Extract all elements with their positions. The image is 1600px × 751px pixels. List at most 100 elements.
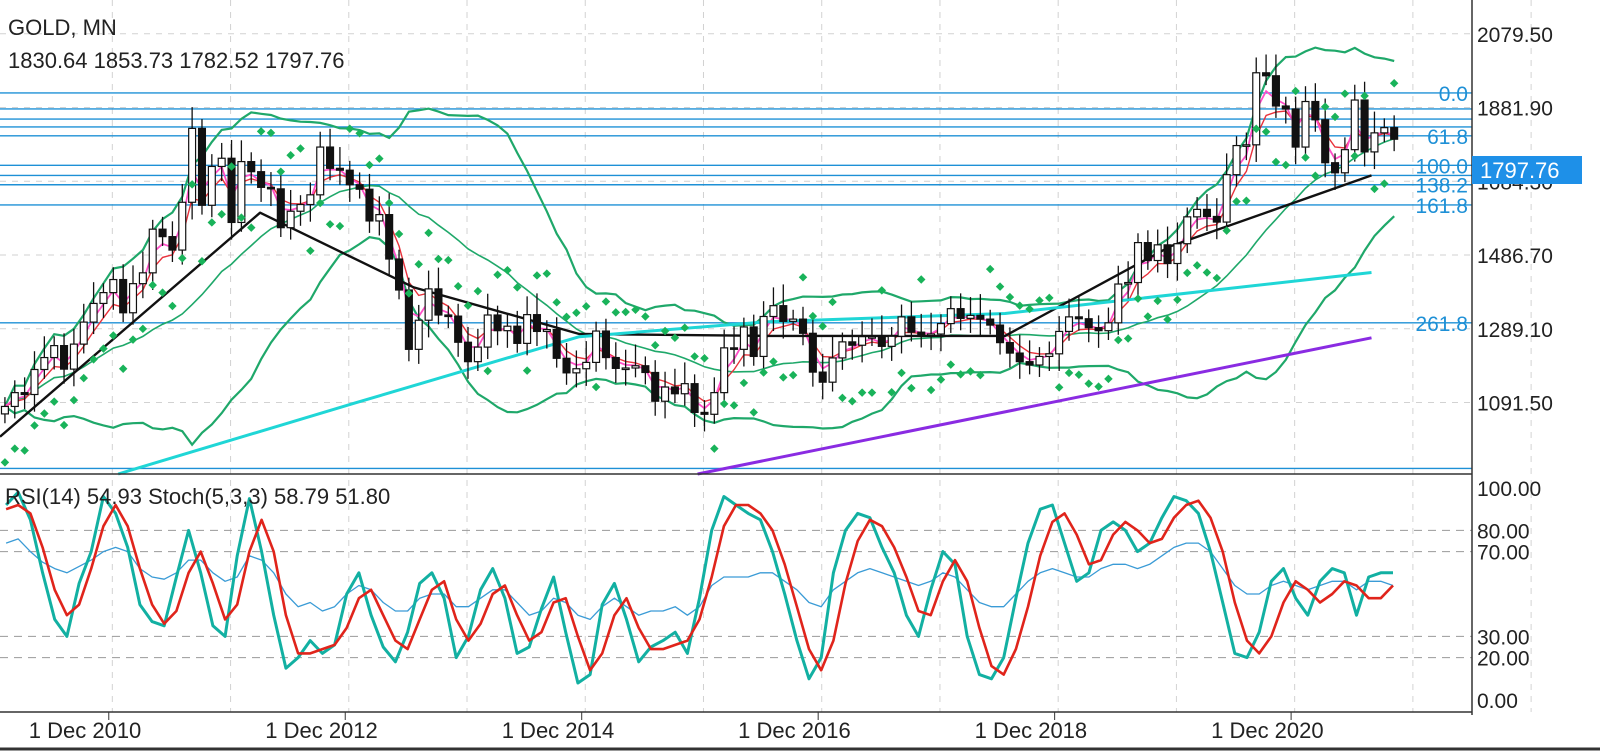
candle-body <box>40 356 49 371</box>
sar-dot <box>335 221 345 231</box>
candle-body <box>769 305 778 318</box>
candle-body <box>1173 243 1182 265</box>
candle-body <box>30 368 39 396</box>
sar-dot <box>808 311 818 321</box>
candle-body <box>424 288 433 321</box>
sar-dot <box>1153 296 1162 306</box>
fib-level-label: 100.0 <box>1415 155 1468 178</box>
sar-dot <box>670 333 680 343</box>
price-tick-label: 1289.10 <box>1477 319 1553 342</box>
candle-body <box>1252 72 1261 146</box>
sar-dot <box>266 128 276 138</box>
candle-body <box>99 292 108 305</box>
candle-body <box>119 278 128 314</box>
time-tick-label: 1 Dec 2016 <box>738 718 851 743</box>
candle-body <box>394 258 404 291</box>
sar-dot <box>1094 382 1103 391</box>
time-tick-label: 1 Dec 2018 <box>975 718 1088 743</box>
candle-body <box>345 169 354 186</box>
sar-dot <box>946 360 956 369</box>
current-price-tag: 1797.76 <box>1472 156 1582 184</box>
candle-body <box>227 157 236 224</box>
candle-body <box>1232 144 1241 176</box>
sar-dot <box>404 289 414 298</box>
candle-body <box>877 336 886 347</box>
sar-dot <box>542 269 552 278</box>
sar-dot <box>1183 268 1192 278</box>
sar-dot <box>503 265 512 275</box>
candle-body <box>907 316 916 333</box>
candle-body <box>1222 174 1231 223</box>
sar-dot <box>414 260 423 269</box>
fib-level-label: 161.8 <box>1415 195 1468 218</box>
candle-body <box>858 336 867 346</box>
sar-dot <box>10 444 20 453</box>
sar-dot <box>611 308 621 317</box>
osc-tick-label: 80.00 <box>1477 520 1530 543</box>
candle-body <box>1114 283 1123 324</box>
candle-body <box>59 345 69 370</box>
candle-body <box>848 341 857 346</box>
rsi-line <box>5 538 1394 621</box>
candle-body <box>276 188 285 229</box>
candle-body <box>257 171 266 188</box>
sar-dot <box>867 388 877 397</box>
sar-dot <box>562 312 571 322</box>
sar-dot <box>1114 335 1123 345</box>
osc-tick-label: 0.00 <box>1477 690 1518 713</box>
candle-body <box>700 411 709 415</box>
candle-body <box>690 383 699 414</box>
candle-body <box>1055 330 1064 355</box>
price-tick-label: 1486.70 <box>1477 245 1553 268</box>
sar-dot <box>522 366 532 375</box>
candle-body <box>641 365 650 374</box>
sar-dot <box>355 128 364 138</box>
sar-dot <box>286 151 295 160</box>
price-tick-label: 1091.50 <box>1477 393 1553 416</box>
candle-body <box>1360 99 1369 153</box>
candle-body <box>927 333 936 337</box>
candle-body <box>385 214 394 260</box>
sar-dot <box>601 297 611 306</box>
candle-body <box>1281 105 1290 110</box>
sar-dot <box>936 375 946 384</box>
fib-level-label: 0.0 <box>1439 83 1468 106</box>
candle-body <box>779 305 788 322</box>
sar-dot <box>325 220 335 229</box>
candle-body <box>247 161 256 173</box>
sar-dot <box>641 312 650 321</box>
sar-dot <box>877 286 887 295</box>
sar-dot <box>739 378 749 388</box>
candle-body <box>759 315 768 358</box>
candle-body <box>513 325 522 344</box>
candle-body <box>217 157 226 168</box>
candle-body <box>1350 99 1359 151</box>
candle-body <box>375 214 384 222</box>
candle-body <box>1311 100 1320 121</box>
candle-body <box>1301 100 1310 148</box>
sar-dot <box>444 255 453 265</box>
bollinger-middle <box>4 137 1395 408</box>
fib-level-label: 61.8 <box>1427 126 1468 149</box>
sar-dot <box>315 198 325 208</box>
sar-dot <box>690 352 699 361</box>
candle-body <box>1202 208 1212 218</box>
sar-dot <box>59 420 69 430</box>
candle-body <box>867 336 877 339</box>
price-tick-label: 2079.50 <box>1477 24 1553 47</box>
sar-dot <box>493 270 502 279</box>
sar-dot <box>1054 383 1064 392</box>
sar-dot <box>710 444 719 453</box>
sar-dot <box>985 264 995 274</box>
candle-body <box>582 361 591 370</box>
candle-body <box>483 314 492 348</box>
sar-dot <box>828 297 837 307</box>
sar-dot <box>572 308 581 318</box>
sar-dot <box>79 373 88 383</box>
sar-dot <box>187 180 197 189</box>
sar-dot <box>887 388 896 397</box>
sar-dot <box>1173 295 1182 304</box>
sar-dot <box>513 283 522 292</box>
